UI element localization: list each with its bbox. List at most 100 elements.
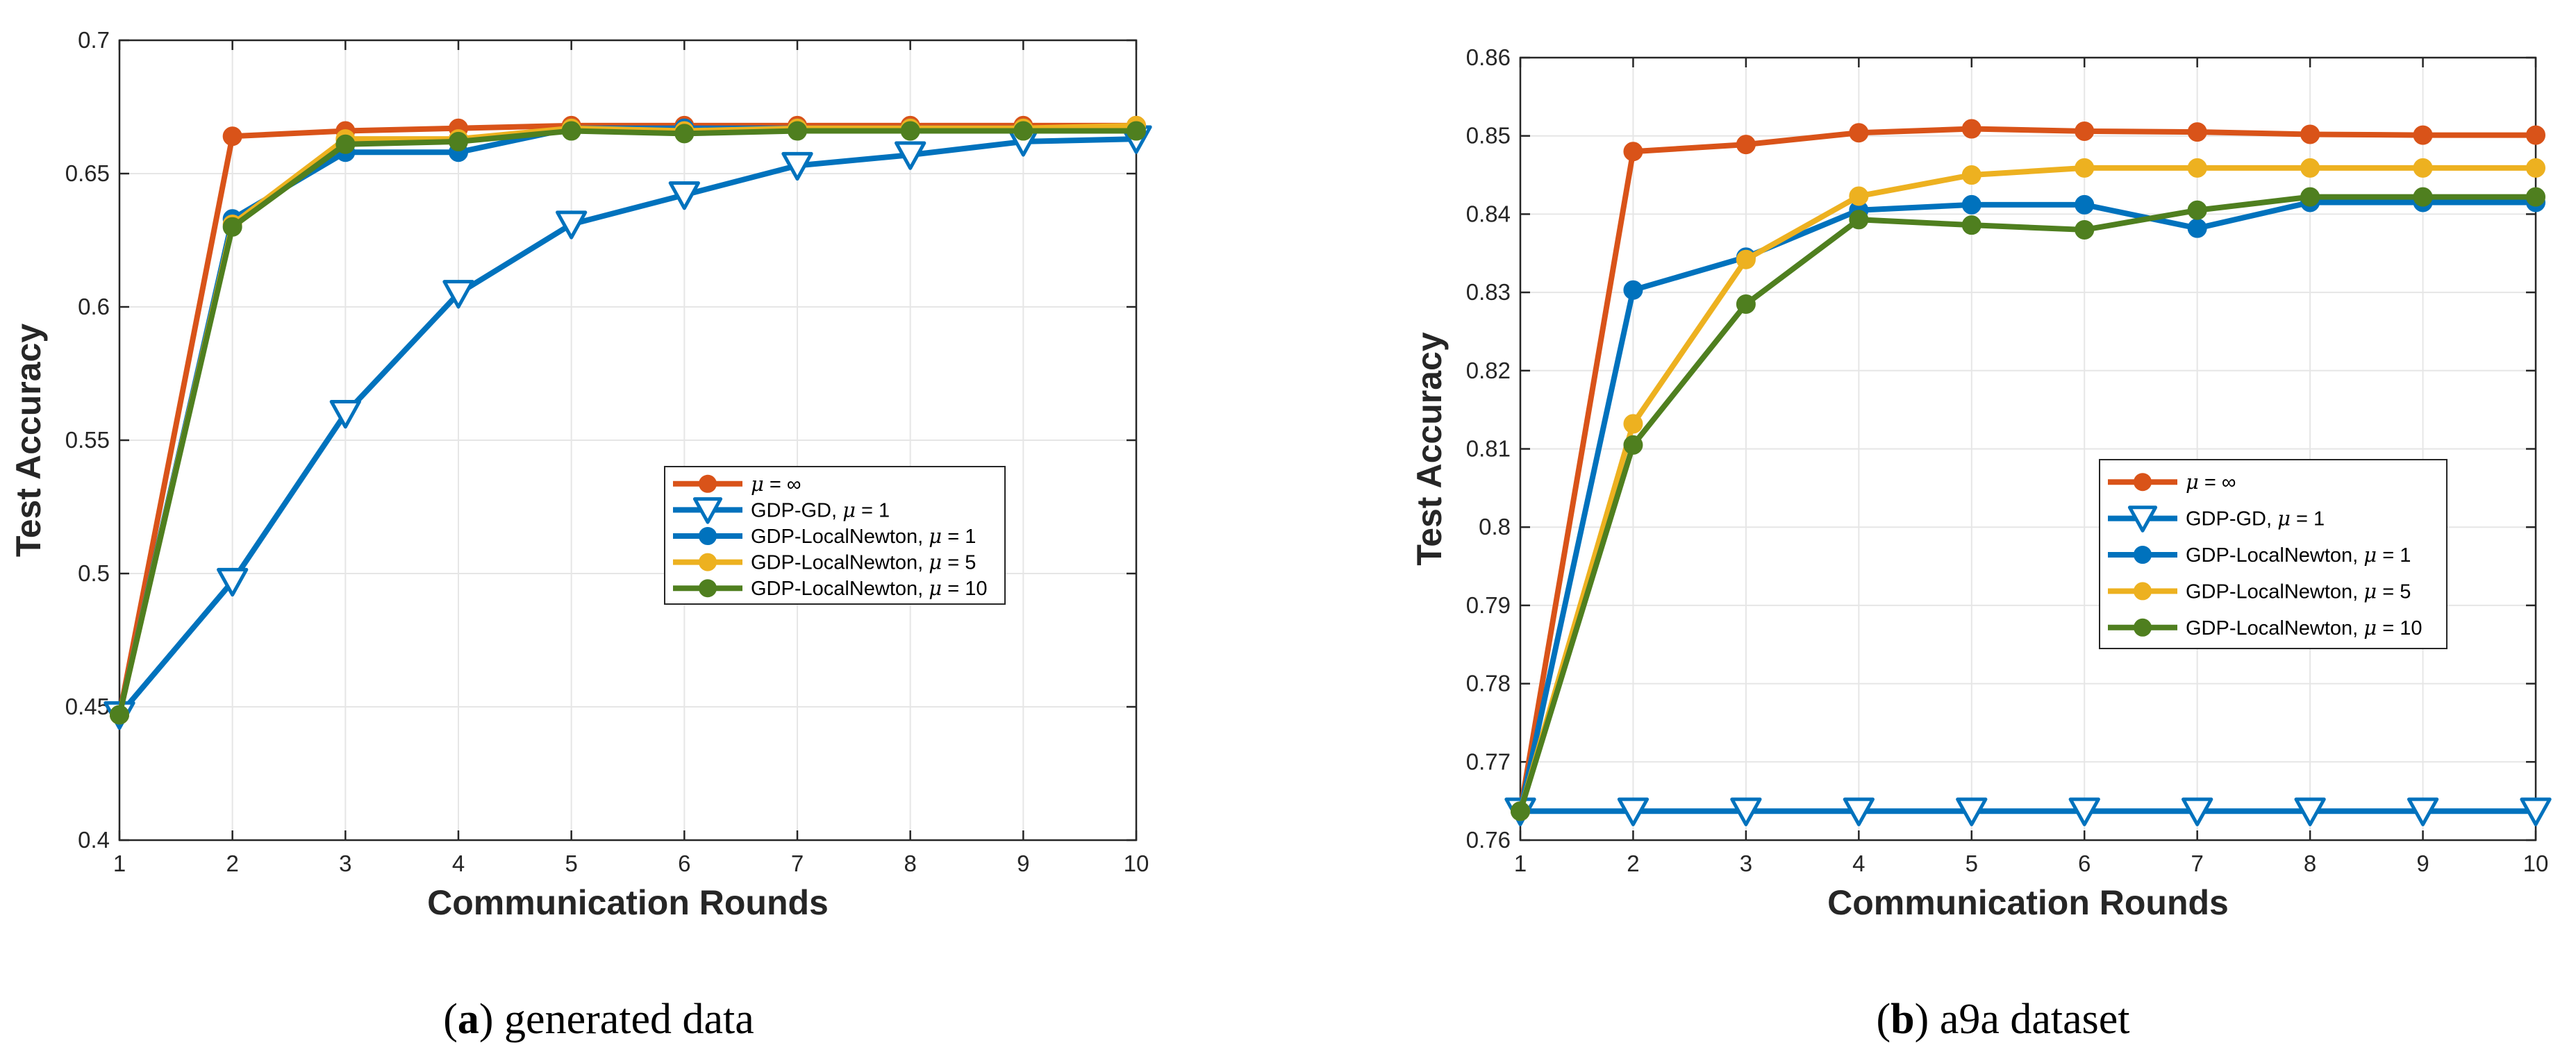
data-point (2187, 122, 2207, 142)
data-point (110, 705, 129, 725)
y-tick-label: 0.79 (1466, 592, 1511, 618)
x-tick-label: 3 (339, 851, 351, 876)
data-point (1617, 797, 1650, 826)
legend-label: GDP-GD, μ = 1 (2186, 507, 2325, 530)
x-tick-label: 7 (2191, 851, 2203, 876)
data-point (2068, 797, 2100, 826)
x-axis-label: Communication Rounds (1827, 883, 2229, 922)
legend-item: GDP-LocalNewton, μ = 10 (673, 576, 987, 600)
data-point (895, 141, 926, 170)
series-line (1518, 126, 2538, 814)
y-tick-label: 0.4 (78, 827, 110, 853)
data-point (900, 121, 920, 141)
data-point (2075, 219, 2095, 240)
legend-label: μ = ∞ (2186, 470, 2236, 494)
y-tick-label: 0.8 (1479, 514, 1511, 539)
legend-swatch-marker (699, 527, 717, 545)
data-point (2075, 158, 2095, 178)
x-tick-label: 5 (565, 851, 577, 876)
series-gdp-gd-1 (103, 125, 1152, 730)
x-tick-label: 9 (2416, 851, 2429, 876)
data-point (2526, 125, 2545, 145)
x-tick-label: 3 (1740, 851, 1752, 876)
x-tick-label: 2 (1627, 851, 1639, 876)
data-point (1623, 435, 1643, 455)
legend-swatch-marker (699, 553, 717, 571)
data-point (1961, 165, 1981, 185)
data-point (442, 280, 474, 309)
data-point (449, 131, 468, 151)
data-point (1956, 797, 1988, 826)
data-point (1736, 249, 1756, 269)
y-tick-label: 0.55 (65, 427, 110, 453)
data-point (2187, 200, 2207, 220)
data-point (1511, 801, 1530, 821)
data-point (1961, 215, 1981, 235)
series-line (117, 136, 1139, 718)
data-point (788, 121, 807, 141)
data-point (561, 121, 581, 141)
data-point (2075, 194, 2095, 215)
caption-text: generated data (504, 996, 754, 1043)
legend-swatch-marker (2134, 473, 2152, 492)
y-tick-label: 0.77 (1466, 748, 1511, 774)
figure-caption: (a) generated data (443, 996, 754, 1043)
y-tick-label: 0.7 (78, 27, 110, 53)
data-point (2526, 158, 2545, 178)
data-point (1849, 210, 1869, 230)
x-tick-label: 10 (2523, 851, 2549, 876)
data-point (1961, 194, 1981, 215)
data-point (2300, 158, 2320, 178)
legend-swatch-marker (2127, 505, 2158, 533)
y-tick-label: 0.6 (78, 294, 110, 319)
legend-label: GDP-LocalNewton, μ = 5 (2186, 579, 2411, 603)
data-point (2526, 187, 2545, 207)
x-tick-label: 4 (1852, 851, 1865, 876)
legend-item: GDP-LocalNewton, μ = 5 (673, 551, 976, 574)
legend-item: μ = ∞ (673, 472, 801, 496)
x-axis-label: Communication Rounds (427, 883, 829, 922)
series-gdp-localnewton-5 (1511, 158, 2545, 821)
series-gdp-localnewton-10 (110, 121, 1146, 725)
data-point (1730, 797, 1762, 826)
x-tick-label: 9 (1017, 851, 1029, 876)
legend-swatch-marker (2134, 582, 2152, 601)
series-gdp-localnewton-10 (1511, 187, 2545, 821)
legend-item: μ = ∞ (2108, 470, 2236, 494)
data-point (1013, 121, 1033, 141)
y-tick-label: 0.82 (1466, 358, 1511, 383)
legend: μ = ∞ GDP-GD, μ = 1 GDP-LocalNewton, μ = 1… (2099, 459, 2448, 649)
data-point (2300, 124, 2320, 144)
data-point (329, 399, 361, 429)
data-point (556, 210, 588, 240)
data-point (1849, 123, 1869, 143)
figure-caption: (b) a9a dataset (1877, 996, 2130, 1043)
data-point (2294, 797, 2326, 826)
x-tick-label: 1 (113, 851, 126, 876)
legend-swatch-marker (699, 474, 717, 493)
data-point (1623, 414, 1643, 434)
data-point (2520, 797, 2552, 826)
data-point (2413, 158, 2433, 178)
data-point (217, 567, 249, 597)
legend-label: μ = ∞ (751, 472, 801, 496)
chart-panel-generated-data: 1 2 3 4 5 6 7 8 9 10 0.4 0.45 0.5 0.55 0.6 0.65 0.7 Commu… (9, 27, 1152, 1043)
series-line (1518, 199, 2538, 814)
data-point (1623, 280, 1643, 300)
data-point (1623, 142, 1643, 162)
data-point (2413, 187, 2433, 207)
x-tick-label: 2 (226, 851, 238, 876)
data-point (781, 151, 813, 181)
data-point (2187, 218, 2207, 238)
x-tick-label: 5 (1966, 851, 1978, 876)
series-line (117, 128, 1139, 718)
legend-label: GDP-LocalNewton, μ = 5 (751, 551, 976, 574)
y-tick-label: 0.45 (65, 694, 110, 719)
data-point (674, 124, 695, 144)
legend-label: GDP-LocalNewton, μ = 10 (751, 576, 987, 600)
y-tick-label: 0.84 (1466, 201, 1511, 226)
y-tick-label: 0.78 (1466, 671, 1511, 696)
y-tick-label: 0.65 (65, 160, 110, 186)
data-point (2413, 125, 2433, 145)
data-point (2182, 797, 2213, 826)
